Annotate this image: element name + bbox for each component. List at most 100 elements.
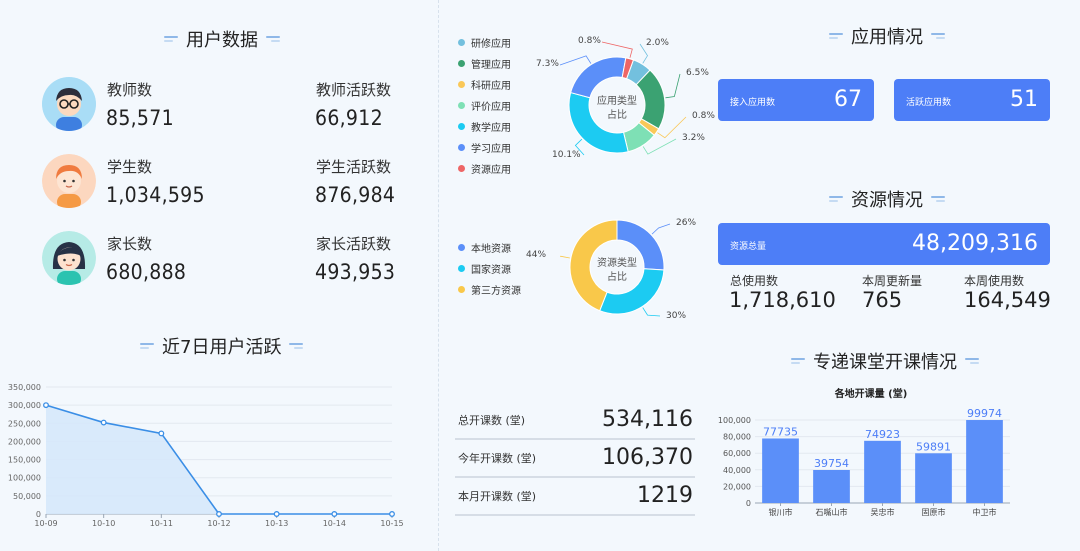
- activity-point[interactable]: [43, 402, 49, 409]
- activity-y-tick: 50,000: [13, 492, 41, 501]
- connected-apps-card[interactable]: 接入应用数 67: [718, 79, 874, 121]
- activity-x-tick: 10-12: [207, 519, 230, 528]
- resource-type-center-sub: 占比: [607, 270, 627, 283]
- month-courses-label: 本月开课数 (堂): [458, 490, 537, 503]
- app-type-donut: 应用类型 占比: [559, 41, 687, 156]
- student-count-value: 1,034,595: [106, 183, 205, 207]
- bar-value-label: 59891: [916, 440, 951, 453]
- parent-count-label: 家长数: [107, 235, 153, 253]
- user-data-title: 用户数据: [164, 26, 280, 52]
- activity-y-tick: 300,000: [8, 401, 41, 410]
- total-courses-row: 总开课数 (堂) 534,116: [455, 402, 695, 440]
- donut-percent-label: 30%: [666, 311, 687, 321]
- activity-y-tick: 150,000: [8, 456, 41, 465]
- activity-y-tick: 200,000: [8, 437, 41, 446]
- teacher-count-value: 85,571: [106, 106, 174, 130]
- activity-point[interactable]: [389, 511, 395, 517]
- activity-point[interactable]: [158, 430, 165, 437]
- weekly-update-value: 765: [862, 288, 903, 312]
- app-type-center-label: 应用类型: [597, 94, 637, 107]
- activity-point[interactable]: [331, 511, 338, 517]
- activity-y-tick: 0: [36, 510, 41, 519]
- teacher-avatar: [42, 77, 96, 131]
- activity-x-tick: 10-13: [265, 519, 288, 528]
- donut-slice-资源应用[interactable]: [621, 57, 635, 80]
- bar-category-label: 吴忠市: [871, 507, 895, 517]
- total-usage-label: 总使用数: [730, 274, 779, 288]
- legend-dot-icon: [458, 81, 465, 88]
- resource-type-donut: 资源类型 占比: [560, 219, 671, 317]
- legend-item[interactable]: 教学应用: [458, 119, 511, 134]
- title-deco-right-icon: [289, 342, 304, 350]
- legend-item[interactable]: 本地资源: [458, 240, 511, 255]
- resource-status-title-text: 资源情况: [851, 190, 923, 211]
- activity-point[interactable]: [100, 419, 107, 426]
- bar-value-label: 99974: [967, 407, 1002, 420]
- bar-中卫市[interactable]: [966, 420, 1003, 503]
- student-count-label: 学生数: [107, 158, 153, 176]
- bar-石嘴山市[interactable]: [813, 470, 850, 503]
- donut-percent-label: 0.8%: [578, 36, 601, 46]
- donut-leader-line: [574, 138, 585, 156]
- title-deco-left-icon: [140, 342, 154, 350]
- activity-x-tick: 10-15: [380, 519, 403, 528]
- activity-y-tick: 350,000: [8, 383, 41, 392]
- legend-dot-icon: [458, 286, 465, 293]
- donut-leader-line: [665, 73, 681, 99]
- donut-slice-学习应用[interactable]: [570, 56, 627, 99]
- active-apps-label: 活跃应用数: [906, 98, 952, 108]
- legend-dot-icon: [458, 39, 465, 46]
- legend-label: 科研应用: [471, 81, 511, 92]
- legend-label: 本地资源: [471, 244, 511, 255]
- parent-active-value: 493,953: [315, 260, 396, 284]
- bar-chart-title: 各地开课量 (堂): [834, 387, 908, 400]
- bar-value-label: 74923: [865, 428, 900, 441]
- classroom-title: 专递课堂开课情况: [791, 348, 979, 374]
- bar-吴忠市[interactable]: [864, 440, 901, 503]
- title-deco-right-icon: [266, 35, 280, 43]
- activity-point[interactable]: [273, 511, 280, 517]
- activity-x-tick: 10-09: [34, 519, 57, 528]
- app-type-center-sub: 占比: [607, 108, 627, 121]
- title-deco-left-icon: [829, 32, 843, 40]
- connected-apps-value: 67: [834, 87, 862, 112]
- bar-银川市[interactable]: [762, 438, 799, 503]
- teacher-active-value: 66,912: [315, 106, 383, 130]
- activity-line-chart: 0 50,000 100,000 150,000 200,000 250,000 300,0…: [8, 383, 404, 528]
- donut-percent-label: 10.1%: [552, 150, 581, 160]
- student-active-label: 学生活跃数: [316, 158, 392, 176]
- legend-item[interactable]: 学习应用: [458, 140, 511, 155]
- connected-apps-label: 接入应用数: [730, 98, 776, 108]
- donut-percent-label: 26%: [676, 218, 697, 228]
- legend-item[interactable]: 研修应用: [458, 35, 511, 50]
- legend-item[interactable]: 管理应用: [458, 56, 511, 71]
- bar-固原市[interactable]: [915, 453, 952, 503]
- bar-category-label: 石嘴山市: [816, 507, 848, 517]
- resource-total-value: 48,209,316: [912, 231, 1038, 256]
- total-courses-label: 总开课数 (堂): [458, 414, 526, 427]
- legend-dot-icon: [458, 102, 465, 109]
- legend-dot-icon: [458, 60, 465, 67]
- title-deco-right-icon: [931, 195, 945, 203]
- bar-category-label: 银川市: [769, 507, 793, 517]
- legend-item[interactable]: 第三方资源: [458, 282, 521, 297]
- activity-area: [46, 405, 392, 514]
- donut-leader-line: [639, 43, 648, 64]
- active-apps-card[interactable]: 活跃应用数 51: [894, 79, 1050, 121]
- donut-leader-line: [642, 307, 661, 317]
- legend-item[interactable]: 国家资源: [458, 261, 511, 276]
- title-deco-left-icon: [164, 35, 178, 43]
- donut-percent-label: 7.3%: [536, 59, 559, 69]
- donut-slice-第三方资源[interactable]: [569, 219, 618, 312]
- activity-point[interactable]: [216, 511, 222, 517]
- resource-total-card[interactable]: 资源总量 48,209,316: [718, 223, 1050, 265]
- legend-item[interactable]: 评价应用: [458, 98, 511, 113]
- bar-y-tick: 40,000: [723, 466, 751, 475]
- bar-y-tick: 100,000: [718, 416, 751, 425]
- bar-value-label: 77735: [763, 425, 798, 438]
- total-usage-value: 1,718,610: [729, 288, 836, 312]
- legend-item[interactable]: 资源应用: [458, 161, 511, 176]
- legend-item[interactable]: 科研应用: [458, 77, 511, 92]
- weekly-update-label: 本周更新量: [862, 274, 923, 288]
- app-status-title-text: 应用情况: [851, 27, 923, 48]
